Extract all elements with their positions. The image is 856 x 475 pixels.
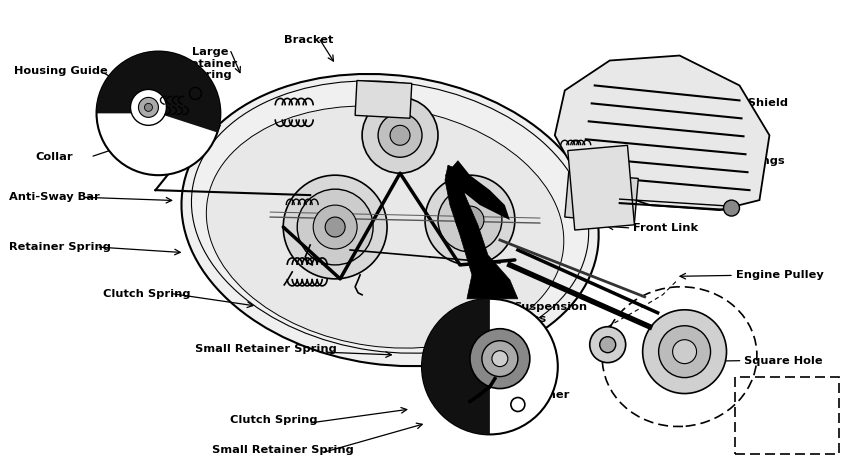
Text: Deflector Shield: Deflector Shield [685, 97, 788, 107]
Circle shape [139, 97, 158, 117]
Circle shape [482, 341, 518, 377]
Circle shape [390, 125, 410, 145]
Bar [734, 377, 840, 455]
Circle shape [600, 337, 615, 352]
Circle shape [145, 104, 152, 111]
Polygon shape [445, 165, 518, 299]
Circle shape [723, 200, 740, 216]
Ellipse shape [181, 74, 598, 366]
Circle shape [643, 310, 727, 394]
Polygon shape [445, 160, 510, 220]
Text: Clutch Spring: Clutch Spring [104, 289, 191, 299]
Bar [355, 80, 412, 118]
Circle shape [362, 97, 438, 173]
Polygon shape [97, 52, 220, 133]
Text: Small Retainer Spring: Small Retainer Spring [211, 446, 354, 456]
Text: Engine Pulley: Engine Pulley [735, 270, 823, 280]
Text: Collar: Collar [35, 152, 73, 162]
Circle shape [378, 114, 422, 157]
Text: Flat
Washer: Flat Washer [522, 378, 570, 400]
Ellipse shape [206, 106, 564, 348]
Text: Clutch Spring: Clutch Spring [230, 415, 318, 425]
Text: Square Hole: Square Hole [744, 356, 823, 366]
Polygon shape [555, 56, 770, 210]
Bar [565, 172, 639, 223]
Circle shape [283, 175, 387, 279]
Circle shape [425, 175, 514, 265]
Bar [568, 145, 634, 230]
Circle shape [313, 205, 357, 249]
Circle shape [325, 217, 345, 237]
Circle shape [590, 327, 626, 362]
Circle shape [658, 326, 710, 378]
Text: Retainer Spring: Retainer Spring [9, 242, 111, 252]
Text: Small Retainer Spring: Small Retainer Spring [195, 343, 336, 353]
Circle shape [470, 329, 530, 389]
Circle shape [130, 89, 166, 125]
Text: Large
Retainer
Spring: Large Retainer Spring [182, 47, 238, 80]
Text: Anti-Sway Bar: Anti-Sway Bar [9, 192, 100, 202]
Circle shape [97, 52, 220, 175]
Text: Bracket: Bracket [283, 35, 333, 45]
Text: Suspension
Arms: Suspension Arms [514, 303, 587, 324]
Text: Front Link: Front Link [633, 223, 698, 233]
Circle shape [456, 206, 484, 234]
Text: Housing Guide: Housing Guide [14, 66, 107, 76]
Circle shape [297, 189, 373, 265]
Circle shape [673, 340, 697, 364]
Circle shape [422, 299, 558, 435]
Text: Retainer Springs
(Both Sides): Retainer Springs (Both Sides) [676, 156, 784, 177]
Circle shape [492, 351, 508, 367]
Circle shape [438, 188, 502, 252]
Polygon shape [422, 299, 490, 435]
